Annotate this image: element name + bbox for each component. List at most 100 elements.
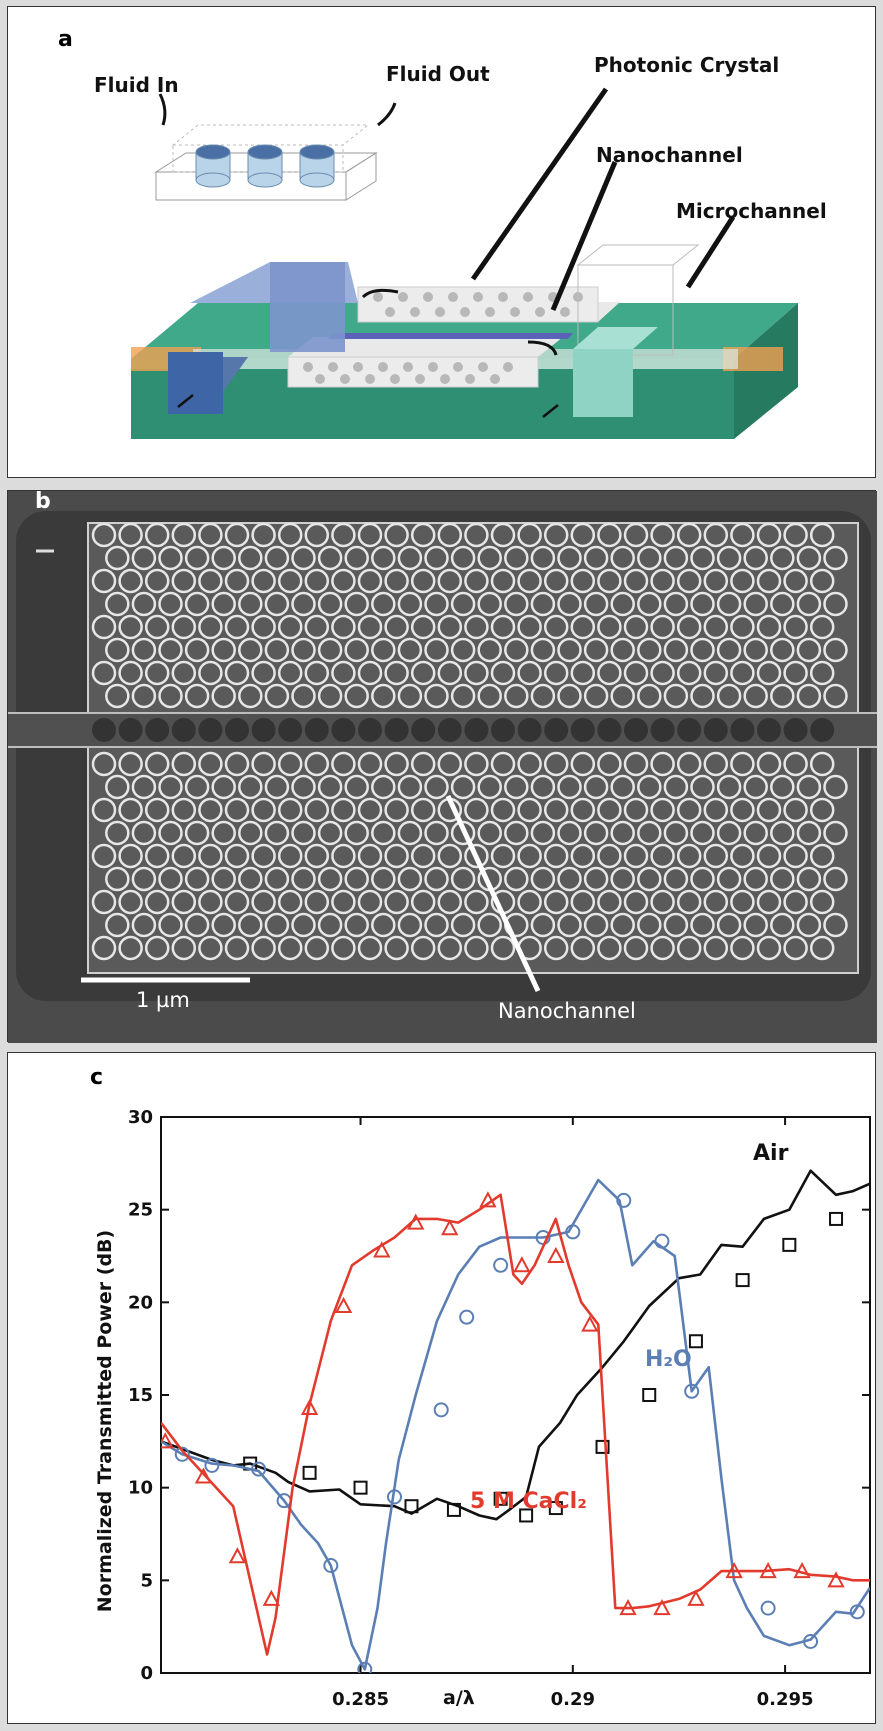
crystal-hole <box>118 843 143 869</box>
crystal-hole <box>517 751 542 777</box>
crystal-hole <box>703 614 729 640</box>
crystal-hole <box>770 545 795 571</box>
series-triangle <box>161 1191 870 1656</box>
y-axis-label: Normalized Transmitted Power (dB) <box>94 1229 116 1613</box>
crystal-hole <box>823 774 848 800</box>
crystal-hole <box>450 912 476 938</box>
crystal-hole <box>105 637 130 663</box>
crystal-hole <box>251 843 276 869</box>
main-device <box>131 244 798 439</box>
crystal-hole <box>690 545 715 571</box>
crystal-hole <box>517 797 542 823</box>
data-point <box>228 1547 247 1564</box>
crystal-hole <box>730 614 755 640</box>
crystal-hole <box>158 683 183 709</box>
crystal-hole <box>756 522 782 548</box>
nanochannel-hole <box>411 718 436 742</box>
crystal-hole <box>716 774 742 800</box>
crystal-hole <box>504 866 529 892</box>
crystal-hole <box>517 614 542 640</box>
data-point <box>619 1599 637 1616</box>
crystal-hole <box>91 843 117 869</box>
crystal-hole <box>371 820 396 846</box>
series-line <box>161 1169 870 1521</box>
crystal-hole <box>676 522 702 548</box>
data-point <box>174 1446 190 1462</box>
crystal-hole <box>184 774 210 800</box>
crystal-hole <box>331 751 356 777</box>
data-point <box>300 1398 319 1415</box>
data-point <box>565 1224 581 1240</box>
crystal-hole <box>809 935 835 961</box>
nanochannel-hole <box>198 718 223 742</box>
crystal-hole <box>410 889 436 915</box>
crystal-hole <box>291 820 316 846</box>
crystal-hole <box>91 522 117 548</box>
crystal-hole <box>357 614 383 640</box>
data-point <box>387 1489 403 1505</box>
crystal-hole <box>144 614 170 640</box>
crystal-hole <box>809 751 835 777</box>
crystal-hole <box>716 591 742 617</box>
crystal-hole <box>198 889 223 915</box>
crystal-hole <box>131 866 157 892</box>
series-label-air: Air <box>753 1141 789 1166</box>
crystal-hole <box>437 522 463 548</box>
crystal-hole <box>304 522 330 548</box>
crystal-hole <box>317 912 343 938</box>
crystal-hole <box>384 843 409 869</box>
crystal-hole <box>198 614 223 640</box>
crystal-hole <box>118 889 143 915</box>
crystal-hole <box>490 614 516 640</box>
y-tick-label: 25 <box>128 1200 153 1221</box>
crystal-hole <box>397 683 423 709</box>
crystal-hole <box>703 660 729 686</box>
crystal-hole <box>623 660 649 686</box>
fluid-out-label: Fluid Out <box>386 62 490 86</box>
crystal-hole <box>796 545 822 571</box>
crystal-hole <box>770 820 795 846</box>
crystal-hole <box>238 545 263 571</box>
crystal-hole <box>384 614 409 640</box>
crystal-hole <box>530 866 556 892</box>
data-point <box>642 1388 657 1402</box>
crystal-hole <box>637 683 662 709</box>
crystal-hole <box>277 660 303 686</box>
crystal-hole <box>823 545 848 571</box>
data-point <box>759 1561 777 1579</box>
crystal-hole <box>756 843 782 869</box>
crystal-hole <box>743 545 768 571</box>
photonic-crystal-label: Photonic Crystal <box>594 53 780 77</box>
crystal-hole <box>238 683 263 709</box>
crystal-hole <box>783 522 808 548</box>
crystal-hole <box>450 774 476 800</box>
crystal-hole <box>118 522 143 548</box>
nanochannel-arrow <box>550 161 618 311</box>
crystal-hole <box>716 637 742 663</box>
crystal-hole <box>770 591 795 617</box>
crystal-hole <box>504 820 529 846</box>
crystal-hole <box>344 591 369 617</box>
crystal-hole <box>211 591 236 617</box>
nanochannel-hole <box>304 718 329 742</box>
crystal-hole <box>397 866 423 892</box>
crystal-hole <box>823 683 848 709</box>
crystal-hole <box>637 637 662 663</box>
crystal-hole <box>597 889 622 915</box>
crystal-hole <box>756 797 782 823</box>
crystal-hole <box>211 683 236 709</box>
crystal-hole <box>171 935 197 961</box>
crystal-hole <box>91 568 117 594</box>
crystal-hole <box>543 797 569 823</box>
crystal-hole <box>676 889 702 915</box>
crystal-hole <box>198 935 223 961</box>
crystal-hole <box>410 797 436 823</box>
crystal-hole <box>264 912 290 938</box>
data-point <box>548 1501 563 1516</box>
crystal-hole <box>530 912 556 938</box>
crystal-hole <box>809 522 835 548</box>
crystal-hole <box>783 614 808 640</box>
crystal-hole <box>464 614 489 640</box>
data-point <box>441 1219 459 1236</box>
crystal-hole <box>570 522 596 548</box>
